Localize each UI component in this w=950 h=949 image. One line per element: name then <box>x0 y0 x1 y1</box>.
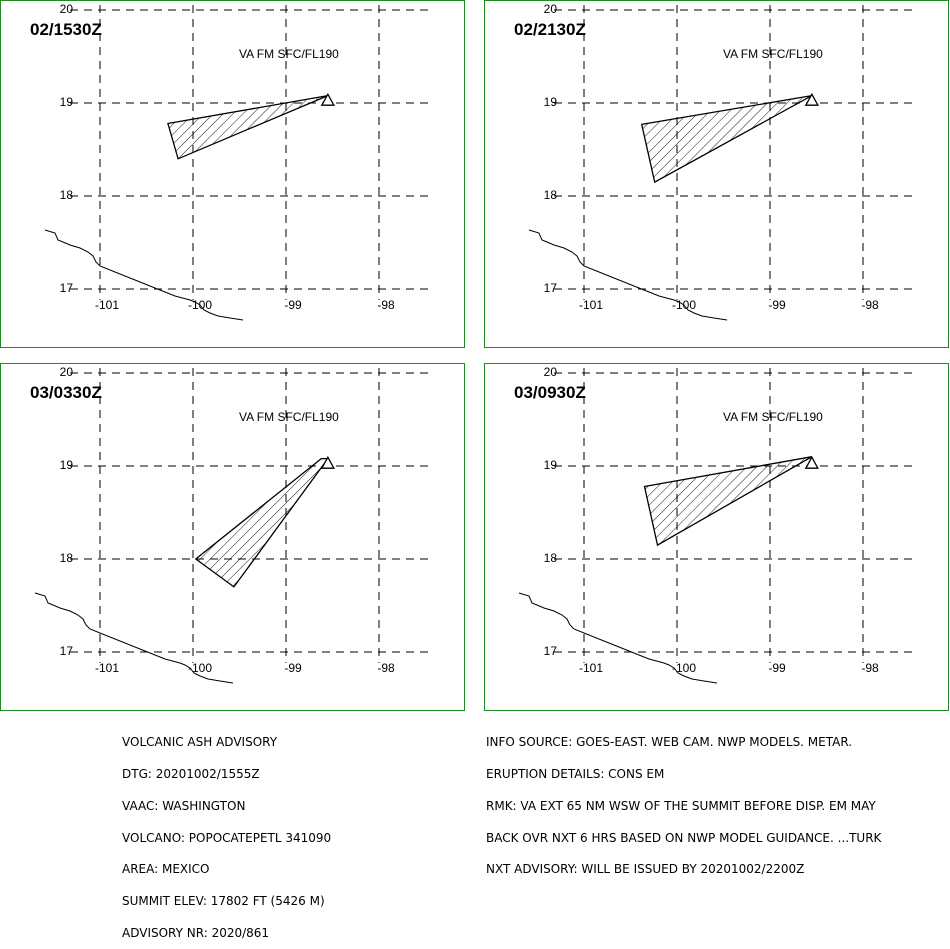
forecast-panel-1: 02/1530Z VA FM SFC/FL190 20 19 18 17 -101 -100 -… <box>0 0 465 348</box>
panel-valid-time: 03/0930Z <box>514 383 586 402</box>
ash-cloud-polygon <box>643 456 813 547</box>
volcano-triangle-icon <box>320 455 335 469</box>
latitude-label: 18 <box>543 551 557 565</box>
latitude-label: 17 <box>543 281 557 295</box>
latitude-label: 18 <box>59 551 73 565</box>
latitude-label: 20 <box>543 2 557 16</box>
coastline <box>528 229 728 321</box>
panel-frame <box>484 363 949 711</box>
advisory-line: VOLCANIC ASH ADVISORY <box>122 735 278 750</box>
panel-valid-time: 02/1530Z <box>30 20 102 39</box>
map-canvas <box>0 363 465 711</box>
forecast-panel-2: 02/2130Z VA FM SFC/FL190 20 19 18 17 -101 -100 -… <box>484 0 949 348</box>
longitude-label: -101 <box>94 298 120 312</box>
longitude-label: -98 <box>377 298 395 312</box>
longitude-label: -98 <box>377 661 395 675</box>
latitude-label: 20 <box>543 365 557 379</box>
longitude-label: -100 <box>187 298 213 312</box>
panel-frame <box>0 363 465 711</box>
latitude-label: 17 <box>543 644 557 658</box>
panel-flight-level-note: VA FM SFC/FL190 <box>239 47 339 61</box>
longitude-label: -100 <box>671 298 697 312</box>
panel-flight-level-note: VA FM SFC/FL190 <box>723 47 823 61</box>
coastline <box>34 592 234 684</box>
latitude-label: 18 <box>543 188 557 202</box>
longitude-label: -99 <box>284 661 302 675</box>
advisory-line: NXT ADVISORY: WILL BE ISSUED BY 20201002… <box>486 862 805 877</box>
longitude-label: -99 <box>284 298 302 312</box>
forecast-panel-3: 03/0330Z VA FM SFC/FL190 20 19 18 17 -101 -100 -… <box>0 363 465 711</box>
advisory-line: SUMMIT ELEV: 17802 FT (5426 M) <box>122 894 325 909</box>
advisory-line: ERUPTION DETAILS: CONS EM <box>486 766 665 781</box>
volcano-triangle-icon <box>804 455 819 469</box>
ash-cloud-polygon <box>194 457 330 588</box>
map-canvas <box>0 0 465 348</box>
latitude-label: 17 <box>59 281 73 295</box>
longitude-label: -98 <box>861 298 879 312</box>
longitude-label: -99 <box>768 298 786 312</box>
latitude-label: 19 <box>59 458 73 472</box>
latitude-label: 20 <box>59 365 73 379</box>
latitude-label: 19 <box>543 458 557 472</box>
map-canvas <box>484 0 949 348</box>
advisory-line: RMK: VA EXT 65 NM WSW OF THE SUMMIT BEFO… <box>486 798 876 813</box>
latitude-label: 20 <box>59 2 73 16</box>
advisory-line: VOLCANO: POPOCATEPETL 341090 <box>122 830 332 845</box>
latitude-label: 19 <box>543 95 557 109</box>
forecast-panel-4: 03/0930Z VA FM SFC/FL190 20 19 18 17 -101 -100 -… <box>484 363 949 711</box>
advisory-line: DTG: 20201002/1555Z <box>122 766 260 781</box>
longitude-label: -99 <box>768 661 786 675</box>
panel-frame <box>484 0 949 348</box>
map-canvas <box>484 363 949 711</box>
advisory-line: INFO SOURCE: GOES-EAST. WEB CAM. NWP MOD… <box>486 735 853 750</box>
volcano-triangle-icon <box>804 92 819 106</box>
longitude-label: -100 <box>671 661 697 675</box>
advisory-line: AREA: MEXICO <box>122 862 210 877</box>
advisory-line: BACK OVR NXT 6 HRS BASED ON NWP MODEL GU… <box>486 830 882 845</box>
advisory-line: ADVISORY NR: 2020/861 <box>122 925 270 940</box>
longitude-label: -101 <box>578 661 604 675</box>
coastline <box>518 592 718 684</box>
longitude-label: -101 <box>578 298 604 312</box>
panel-valid-time: 03/0330Z <box>30 383 102 402</box>
longitude-label: -98 <box>861 661 879 675</box>
coastline <box>44 229 244 321</box>
latitude-label: 18 <box>59 188 73 202</box>
longitude-label: -101 <box>94 661 120 675</box>
panel-flight-level-note: VA FM SFC/FL190 <box>239 410 339 424</box>
ash-cloud-polygon <box>640 94 813 184</box>
panel-valid-time: 02/2130Z <box>514 20 586 39</box>
advisory-info-right: INFO SOURCE: GOES-EAST. WEB CAM. NWP MOD… <box>486 716 881 886</box>
panel-frame <box>0 0 465 348</box>
volcano-triangle-icon <box>320 92 335 106</box>
longitude-label: -100 <box>187 661 213 675</box>
latitude-label: 17 <box>59 644 73 658</box>
panel-flight-level-note: VA FM SFC/FL190 <box>723 410 823 424</box>
ash-cloud-polygon <box>167 94 329 160</box>
advisory-info-left: VOLCANIC ASH ADVISORY DTG: 20201002/1555… <box>122 716 331 949</box>
latitude-label: 19 <box>59 95 73 109</box>
advisory-line: VAAC: WASHINGTON <box>122 798 246 813</box>
